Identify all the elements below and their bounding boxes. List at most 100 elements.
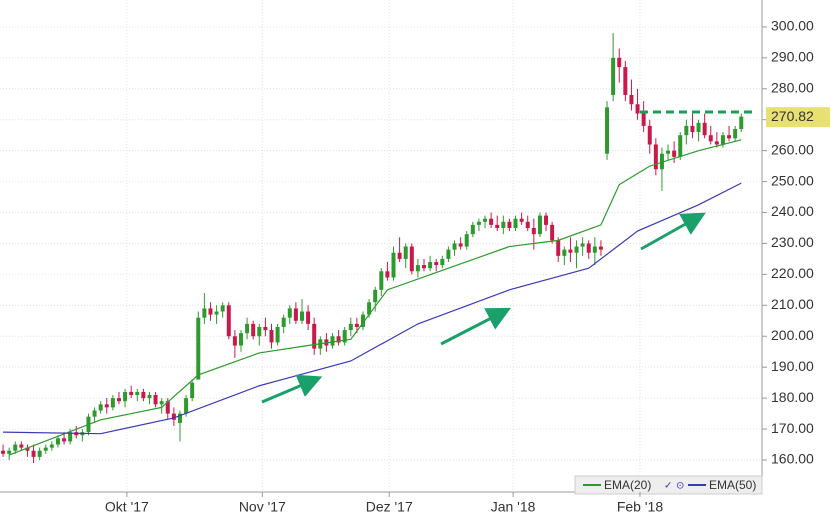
x-tick-label: Nov '17 — [239, 499, 286, 515]
candle-body — [123, 391, 128, 402]
candle-body — [348, 323, 353, 331]
candle-body — [379, 271, 384, 290]
candle-body — [92, 410, 97, 417]
marks — [1, 33, 744, 464]
candle-body — [190, 382, 195, 399]
candle-body — [263, 326, 268, 331]
candle-body — [141, 391, 146, 399]
candle-body — [666, 150, 671, 154]
candle-body — [727, 135, 732, 139]
candle-body — [489, 218, 494, 225]
y-tick-label: 220.00 — [771, 265, 814, 281]
candle-body — [672, 150, 677, 157]
candle-body — [470, 224, 475, 235]
candle-body — [739, 116, 744, 129]
candle-body — [696, 122, 701, 133]
candle-body — [31, 450, 36, 457]
candle-body — [202, 308, 207, 318]
y-tick-label: 250.00 — [771, 172, 814, 188]
candle-body — [550, 224, 555, 241]
y-tick-label: 240.00 — [771, 203, 814, 219]
candle-body — [354, 323, 359, 327]
candle-body — [159, 401, 164, 405]
candle-body — [196, 317, 201, 380]
candle-body — [397, 252, 402, 259]
y-tick-label: 160.00 — [771, 451, 814, 467]
candle-body — [641, 113, 646, 126]
x-tick-label: Feb '18 — [617, 499, 663, 515]
candle-body — [580, 243, 585, 247]
candle-body — [13, 444, 18, 451]
candle-body — [312, 323, 317, 349]
candle-body — [403, 246, 408, 259]
candle-body — [422, 265, 427, 269]
candle-body — [184, 398, 189, 414]
legend-label: EMA(50) — [709, 478, 756, 492]
candle-body — [104, 404, 109, 408]
candle-body — [537, 215, 542, 235]
candle-body — [275, 326, 280, 343]
candle-body — [306, 311, 311, 324]
candle-body — [245, 323, 250, 334]
ema-line — [3, 182, 742, 435]
x-tick-label: Dez '17 — [366, 499, 413, 515]
candle-body — [373, 289, 378, 303]
last-price-label: 270.82 — [771, 108, 814, 124]
candle-body — [647, 125, 652, 145]
candle-body — [336, 336, 341, 343]
candle-body — [129, 391, 134, 396]
candle-body — [428, 262, 433, 269]
candle-body — [708, 135, 713, 142]
y-tick-label: 230.00 — [771, 234, 814, 250]
candle-body — [531, 227, 536, 235]
legend-label: EMA(20) — [604, 478, 651, 492]
candle-body — [483, 218, 488, 222]
candle-body — [238, 333, 243, 346]
candle-body — [452, 243, 457, 250]
legend-box — [574, 475, 763, 495]
candle-body — [702, 122, 707, 136]
candle-body — [153, 395, 158, 405]
candle-body — [171, 413, 176, 420]
candle-body — [391, 252, 396, 278]
trend-arrow — [640, 212, 706, 251]
legend-icon: ✓ — [664, 481, 672, 492]
candle-body — [440, 258, 445, 266]
candle-body — [269, 330, 274, 343]
candle-body — [147, 395, 152, 399]
trend-arrow — [261, 374, 323, 404]
candle-body — [37, 450, 42, 457]
candle-body — [519, 218, 524, 222]
candle-body — [574, 246, 579, 253]
trend-arrows — [261, 212, 706, 404]
x-tick-label: Jan '18 — [491, 499, 536, 515]
candle-body — [659, 153, 664, 170]
candle-body — [299, 311, 304, 321]
y-tick-label: 280.00 — [771, 79, 814, 95]
candle-body — [110, 398, 115, 408]
candle-body — [592, 246, 597, 253]
candle-body — [361, 314, 366, 327]
candle-body — [501, 221, 506, 228]
candle-body — [49, 444, 54, 448]
candle-body — [617, 57, 622, 68]
candle-body — [342, 330, 347, 343]
candle-body — [7, 450, 12, 454]
candle-body — [68, 432, 73, 442]
candle-body — [507, 221, 512, 228]
candle-body — [330, 336, 335, 346]
candle-body — [629, 94, 634, 105]
candle-body — [733, 128, 738, 139]
candle-body — [98, 404, 103, 411]
candle-body — [208, 308, 213, 315]
candle-body — [684, 125, 689, 136]
candle-body — [226, 305, 231, 337]
last-price-box — [766, 107, 830, 128]
candle-body — [62, 438, 67, 442]
x-tick-label: Okt '17 — [105, 499, 149, 515]
candle-body — [586, 243, 591, 253]
candle-body — [220, 305, 225, 312]
y-tick-label: 180.00 — [771, 389, 814, 405]
candle-body — [434, 262, 439, 266]
